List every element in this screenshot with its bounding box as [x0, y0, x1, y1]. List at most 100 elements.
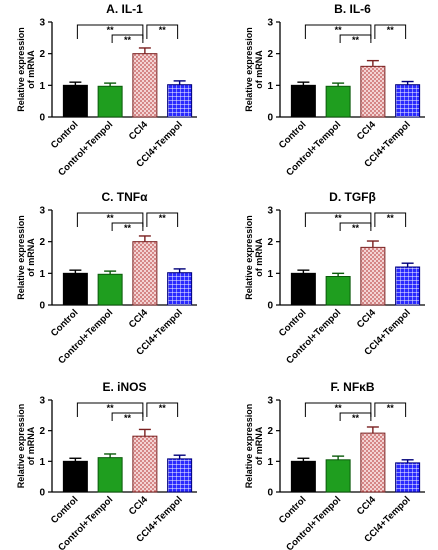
significance-label: ** — [335, 213, 343, 223]
significance-label: ** — [124, 35, 132, 45]
significance-label: ** — [352, 223, 360, 233]
bar-1 — [325, 276, 351, 306]
y-tick-label: 2 — [267, 49, 273, 60]
significance-bracket — [304, 212, 372, 227]
y-tick-label: 2 — [267, 237, 273, 248]
bar-2 — [132, 241, 158, 306]
y-axis-label: Relative expressionof mRNA — [16, 27, 36, 112]
y-tick-label: 2 — [39, 237, 45, 248]
chart-title: B. IL-6 — [334, 2, 371, 16]
chart-title: D. TGFβ — [329, 190, 376, 204]
x-tick-label: CCl4 — [127, 307, 151, 331]
y-tick-label: 3 — [267, 206, 273, 217]
x-tick-label: CCl4 — [127, 119, 151, 143]
bar-2 — [360, 65, 386, 118]
x-tick-label: Control — [49, 307, 81, 339]
x-tick-label: CCl4 — [355, 307, 379, 331]
chart-title: E. iNOS — [102, 380, 146, 394]
significance-label: ** — [107, 213, 115, 223]
significance-bracket — [111, 412, 144, 421]
significance-bracket — [374, 24, 407, 39]
significance-bracket — [76, 212, 144, 227]
y-tick-label: 3 — [267, 18, 273, 29]
y-tick-label: 0 — [267, 488, 273, 499]
y-tick-label: 1 — [39, 81, 45, 92]
bar-2 — [132, 435, 158, 493]
y-tick-label: 0 — [267, 301, 273, 312]
x-tick-label: CCl4 — [127, 494, 151, 518]
y-tick-label: 3 — [39, 206, 45, 217]
significance-bracket — [304, 402, 372, 417]
chart-title: C. TNFα — [101, 190, 148, 204]
significance-bracket — [339, 222, 372, 231]
significance-bracket — [374, 402, 407, 417]
significance-bracket — [111, 222, 144, 231]
significance-label: ** — [159, 403, 167, 413]
significance-label: ** — [387, 213, 395, 223]
y-tick-label: 3 — [39, 396, 45, 407]
y-tick-label: 0 — [39, 113, 45, 124]
bar-1 — [325, 85, 351, 118]
y-tick-label: 0 — [39, 488, 45, 499]
y-tick-label: 1 — [267, 269, 273, 280]
bar-0 — [62, 460, 88, 493]
bar-0 — [290, 460, 316, 493]
significance-bracket — [146, 24, 179, 39]
bar-2 — [132, 53, 158, 118]
bar-1 — [97, 85, 123, 118]
bar-3 — [167, 458, 193, 493]
y-tick-label: 2 — [267, 426, 273, 437]
y-tick-label: 1 — [39, 269, 45, 280]
x-tick-label: CCl4 — [355, 119, 379, 143]
y-tick-label: 1 — [267, 457, 273, 468]
significance-bracket — [374, 212, 407, 227]
y-tick-label: 0 — [267, 113, 273, 124]
significance-bracket — [146, 402, 179, 417]
bar-1 — [325, 459, 351, 493]
bar-2 — [360, 432, 386, 493]
y-axis-label: Relative expressionof mRNA — [16, 215, 36, 300]
significance-bracket — [111, 34, 144, 43]
significance-bracket — [339, 34, 372, 43]
bar-0 — [62, 84, 88, 118]
y-axis-label: Relative expressionof mRNA — [244, 404, 264, 489]
significance-label: ** — [124, 223, 132, 233]
significance-label: ** — [124, 413, 132, 423]
bar-3 — [395, 84, 421, 118]
bar-3 — [395, 462, 421, 493]
y-tick-label: 2 — [39, 426, 45, 437]
significance-label: ** — [387, 25, 395, 35]
bar-1 — [97, 273, 123, 306]
chart-title: A. IL-1 — [106, 2, 143, 16]
bar-2 — [360, 246, 386, 306]
y-tick-label: 1 — [267, 81, 273, 92]
chart-title: F. NFκB — [330, 380, 374, 394]
significance-label: ** — [387, 403, 395, 413]
significance-label: ** — [335, 25, 343, 35]
significance-bracket — [304, 24, 372, 39]
bar-0 — [62, 272, 88, 306]
y-tick-label: 1 — [39, 457, 45, 468]
x-tick-label: Control — [49, 494, 81, 526]
y-tick-label: 3 — [39, 18, 45, 29]
bar-3 — [395, 266, 421, 306]
significance-label: ** — [159, 213, 167, 223]
significance-label: ** — [107, 403, 115, 413]
significance-label: ** — [352, 35, 360, 45]
significance-bracket — [76, 402, 144, 417]
y-tick-label: 3 — [267, 396, 273, 407]
y-tick-label: 0 — [39, 301, 45, 312]
y-tick-label: 2 — [39, 49, 45, 60]
significance-bracket — [76, 24, 144, 39]
significance-label: ** — [335, 403, 343, 413]
x-tick-label: Control — [277, 119, 309, 151]
significance-bracket — [146, 212, 179, 227]
bar-0 — [290, 84, 316, 118]
